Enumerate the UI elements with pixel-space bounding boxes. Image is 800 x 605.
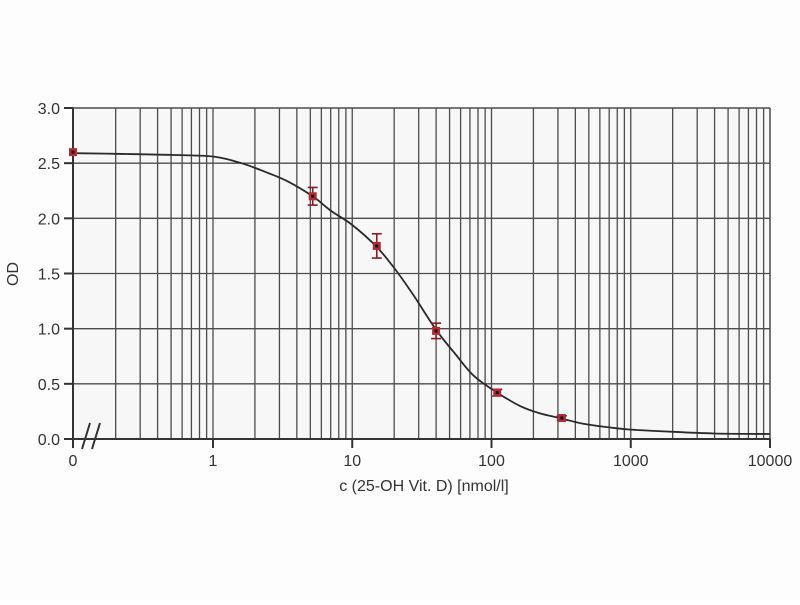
x-tick-label: 1000 bbox=[613, 453, 649, 470]
fit-curve bbox=[72, 152, 771, 435]
y-tick-label: 0.5 bbox=[38, 377, 60, 394]
fit-curve-group bbox=[72, 152, 771, 435]
y-tick-label: 2.0 bbox=[38, 211, 60, 228]
axes-frame bbox=[64, 107, 771, 448]
grid bbox=[73, 108, 770, 439]
y-tick-label: 0.0 bbox=[38, 432, 60, 449]
y-tick-label: 1.0 bbox=[38, 322, 60, 339]
y-axis-title: OD bbox=[5, 262, 22, 286]
x-tick-label: 1 bbox=[209, 453, 218, 470]
axis-break-slash bbox=[91, 422, 101, 450]
data-point-marker-center bbox=[311, 194, 315, 198]
x-tick-label: 10000 bbox=[748, 453, 793, 470]
data-point-marker-center bbox=[434, 329, 438, 333]
tick-labels-group: 0 1 10 100 1000 10000 0.0 0.5 1.0 1.5 2.0 2.5 3.0 bbox=[38, 101, 793, 470]
x-axis-title: c (25-OH Vit. D) [nmol/l] bbox=[339, 478, 509, 495]
data-point-marker-center bbox=[375, 244, 379, 248]
x-tick-label: 10 bbox=[343, 453, 361, 470]
data-point-marker-center bbox=[560, 416, 564, 420]
data-point-marker-center bbox=[495, 391, 499, 395]
x-tick-label: 100 bbox=[478, 453, 505, 470]
y-tick-label: 3.0 bbox=[38, 101, 60, 118]
x-axis-break-icon bbox=[81, 422, 101, 450]
data-points-group bbox=[69, 148, 567, 423]
data-point-marker-center bbox=[71, 150, 75, 154]
x-tick-label: 0 bbox=[69, 453, 78, 470]
axis-break-slash bbox=[81, 422, 91, 450]
y-tick-label: 1.5 bbox=[38, 267, 60, 284]
y-tick-label: 2.5 bbox=[38, 156, 60, 173]
